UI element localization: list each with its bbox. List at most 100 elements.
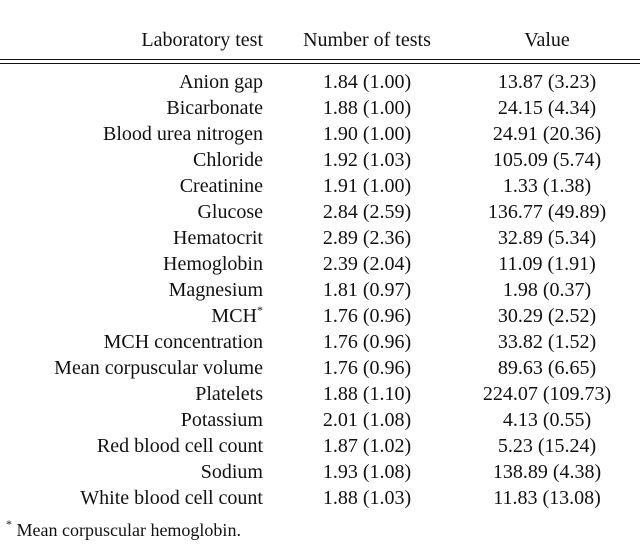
table-cell: Hematocrit (173, 225, 263, 251)
table-cell: 1.76 (0.96) (277, 355, 457, 381)
table-cell-text: White blood cell count (80, 487, 263, 509)
table-cell: 11.83 (13.08) (462, 485, 632, 511)
top-rule (0, 63, 640, 65)
table-cell: 1.84 (1.00) (277, 69, 457, 95)
table-cell-text: 33.82 (1.52) (497, 331, 597, 353)
table-cell: 30.29 (2.52) (462, 303, 632, 329)
table-cell: 1.98 (0.37) (462, 277, 632, 303)
table-cell-text: 105.09 (5.74) (492, 149, 602, 171)
table-cell: 2.89 (2.36) (277, 225, 457, 251)
header-cell: Laboratory test (141, 27, 263, 53)
table-cell-text: Chloride (193, 149, 263, 171)
table-cell-text: 2.39 (2.04) (322, 253, 412, 275)
table-cell: 13.87 (3.23) (462, 69, 632, 95)
table-cell: 1.88 (1.00) (277, 95, 457, 121)
table-cell-text: 2.89 (2.36) (322, 227, 412, 249)
table-cell-text: 5.23 (15.24) (497, 435, 597, 457)
header-cell-text: Laboratory test (141, 29, 263, 51)
table-cell-text: 1.98 (0.37) (502, 279, 592, 301)
table-cell-text: 30.29 (2.52) (497, 305, 597, 327)
table-cell: 1.76 (0.96) (277, 303, 457, 329)
table-cell: Blood urea nitrogen (103, 121, 263, 147)
table-cell-text: 24.91 (20.36) (492, 123, 602, 145)
table-cell: 1.92 (1.03) (277, 147, 457, 173)
table-cell: 2.84 (2.59) (277, 199, 457, 225)
table-cell-text: 1.76 (0.96) (322, 305, 412, 327)
table-cell-text: 1.88 (1.00) (322, 97, 412, 119)
table-cell-text: Potassium (180, 409, 263, 431)
table-cell: Anion gap (179, 69, 263, 95)
table-cell: 1.87 (1.02) (277, 433, 457, 459)
top-rule (0, 59, 640, 61)
table-cell-text: 1.87 (1.02) (322, 435, 412, 457)
table-cell: Mean corpuscular volume (54, 355, 263, 381)
table-cell: Glucose (197, 199, 263, 225)
table-cell-text: 1.76 (0.96) (322, 357, 412, 379)
table-cell: Red blood cell count (97, 433, 263, 459)
table-cell-text: 11.83 (13.08) (493, 487, 601, 509)
table-cell: White blood cell count (80, 485, 263, 511)
table-cell: Chloride (193, 147, 263, 173)
table-cell: Bicarbonate (166, 95, 263, 121)
table-cell: Creatinine (180, 173, 263, 199)
table-cell: Magnesium (169, 277, 263, 303)
table-cell: Potassium (181, 407, 263, 433)
table-cell: MCH* (211, 303, 263, 329)
table-cell-text: Sodium (200, 461, 263, 483)
table-cell-text: 13.87 (3.23) (497, 71, 597, 93)
table-cell-text: 1.76 (0.96) (322, 331, 412, 353)
table-cell-text: Glucose (197, 201, 263, 223)
table-cell-text: 11.09 (1.91) (498, 253, 596, 275)
table-cell: 89.63 (6.65) (462, 355, 632, 381)
table-cell-text: 24.15 (4.34) (497, 97, 597, 119)
table-cell-text: 4.13 (0.55) (502, 409, 592, 431)
footnote-text: Mean corpuscular hemoglobin. (16, 520, 241, 540)
table-cell-text: 1.88 (1.10) (322, 383, 412, 405)
table-cell-text: 1.33 (1.38) (502, 175, 592, 197)
table-cell: 1.88 (1.10) (277, 381, 457, 407)
table-cell: 24.15 (4.34) (462, 95, 632, 121)
table-cell-text: Red blood cell count (96, 435, 263, 457)
table-cell-text: 224.07 (109.73) (482, 383, 612, 405)
header-cell-text: Value (524, 29, 570, 51)
table-cell-text: Hemoglobin (163, 253, 263, 275)
table-cell: Platelets (195, 381, 263, 407)
table-cell-text: 2.01 (1.08) (322, 409, 412, 431)
table-cell: 138.89 (4.38) (462, 459, 632, 485)
table-cell: 32.89 (5.34) (462, 225, 632, 251)
table-cell-text: 32.89 (5.34) (497, 227, 597, 249)
table-cell-text: 1.81 (0.97) (322, 279, 412, 301)
header-cell: Value (462, 27, 632, 53)
table-cell-text: Mean corpuscular volume (54, 357, 263, 379)
table-cell: Sodium (201, 459, 263, 485)
header-cell-text: Number of tests (303, 29, 431, 51)
footnote: * Mean corpuscular hemoglobin. (6, 518, 241, 542)
table-cell: 4.13 (0.55) (462, 407, 632, 433)
table-cell: 1.93 (1.08) (277, 459, 457, 485)
table-cell-text: 136.77 (49.89) (487, 201, 607, 223)
table-cell-text: Platelets (195, 383, 263, 405)
table-cell: Hemoglobin (163, 251, 263, 277)
table-cell: 1.33 (1.38) (462, 173, 632, 199)
table-cell-text: 89.63 (6.65) (497, 357, 597, 379)
table-cell: 11.09 (1.91) (462, 251, 632, 277)
header-cell: Number of tests (277, 27, 457, 53)
table-cell: 224.07 (109.73) (462, 381, 632, 407)
table-cell-text: 1.92 (1.03) (322, 149, 412, 171)
table-cell-text: Anion gap (179, 71, 263, 93)
table-cell: MCH concentration (104, 329, 263, 355)
table-cell-text: 2.84 (2.59) (322, 201, 412, 223)
table-cell-text: 1.93 (1.08) (322, 461, 412, 483)
table-cell: 1.90 (1.00) (277, 121, 457, 147)
table-cell-text: Creatinine (179, 175, 263, 197)
table-cell-text: 1.84 (1.00) (322, 71, 412, 93)
table-cell: 24.91 (20.36) (462, 121, 632, 147)
table-cell: 1.88 (1.03) (277, 485, 457, 511)
table-cell: 5.23 (15.24) (462, 433, 632, 459)
table-cell-text: 1.88 (1.03) (322, 487, 412, 509)
table-cell-text: 138.89 (4.38) (492, 461, 602, 483)
table-cell-text: MCH (211, 305, 257, 327)
table-cell-text: 1.90 (1.00) (322, 123, 412, 145)
table-cell: 105.09 (5.74) (462, 147, 632, 173)
